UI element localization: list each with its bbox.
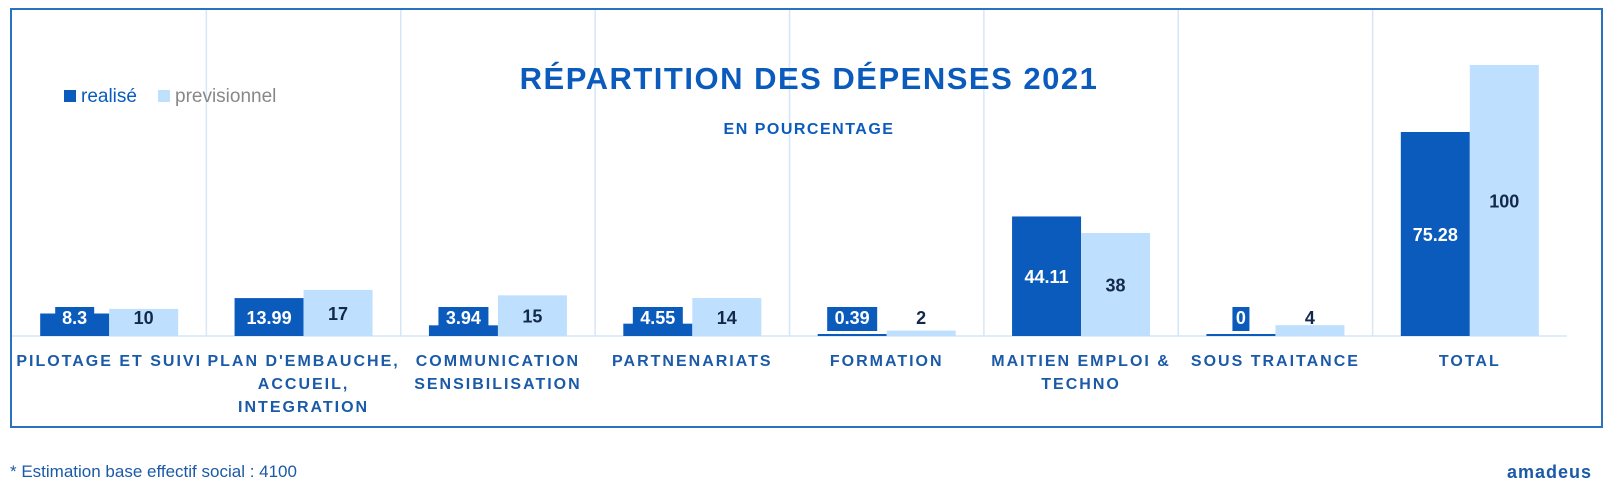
bar-realise bbox=[817, 334, 887, 336]
category-label: SENSIBILISATION bbox=[414, 376, 582, 393]
data-label-background bbox=[438, 307, 489, 331]
data-label: 2 bbox=[916, 308, 926, 328]
category-label: PILOTAGE ET SUIVI bbox=[16, 353, 202, 370]
category-label: PLAN D'EMBAUCHE, bbox=[207, 353, 399, 370]
bar-realise bbox=[1206, 334, 1276, 336]
bar-realise bbox=[1012, 216, 1082, 336]
data-label: 4.55 bbox=[640, 308, 675, 328]
category-label: SOUS TRAITANCE bbox=[1191, 353, 1360, 370]
legend-swatch-1 bbox=[64, 90, 76, 102]
legend-label-2: previsionnel bbox=[175, 86, 276, 107]
chart-subtitle: EN POURCENTAGE bbox=[724, 121, 895, 138]
bar-realise bbox=[1400, 131, 1470, 336]
data-label: 38 bbox=[1106, 276, 1126, 296]
bar-previsionnel bbox=[303, 289, 373, 336]
data-label-background bbox=[1232, 307, 1250, 331]
bar-chart: RÉPARTITION DES DÉPENSES 2021 EN POURCENT… bbox=[12, 10, 1567, 416]
category-label: TOTAL bbox=[1439, 353, 1501, 370]
data-label: 100 bbox=[1489, 192, 1519, 212]
bar-previsionnel bbox=[1081, 233, 1151, 336]
category-label: COMMUNICATION bbox=[416, 353, 580, 370]
chart-title: RÉPARTITION DES DÉPENSES 2021 bbox=[520, 61, 1099, 96]
category-label: MAITIEN EMPLOI & bbox=[991, 353, 1171, 370]
legend-label-1: realisé bbox=[81, 86, 137, 107]
data-label-background bbox=[238, 307, 300, 331]
category-label: TECHNO bbox=[1041, 376, 1121, 393]
category-label: ACCUEIL, bbox=[258, 376, 350, 393]
bar-previsionnel bbox=[1275, 325, 1345, 336]
data-label: 17 bbox=[328, 304, 348, 324]
brand-logo: amadeus bbox=[1506, 462, 1592, 482]
data-label: 10 bbox=[134, 308, 154, 328]
data-label-background bbox=[827, 307, 878, 331]
data-label: 0.39 bbox=[835, 308, 870, 328]
bar-previsionnel bbox=[692, 298, 762, 336]
bar-previsionnel bbox=[497, 295, 567, 336]
chart-frame: RÉPARTITION DES DÉPENSES 2021 EN POURCENT… bbox=[10, 8, 1603, 428]
data-label: 4 bbox=[1305, 308, 1315, 328]
category-label: PARTNENARIATS bbox=[612, 353, 773, 370]
category-label: INTEGRATION bbox=[238, 399, 369, 416]
data-label-background bbox=[55, 307, 95, 331]
data-label: 75.28 bbox=[1413, 225, 1458, 245]
data-label: 0 bbox=[1236, 308, 1246, 328]
data-label: 8.3 bbox=[62, 308, 87, 328]
bar-previsionnel bbox=[886, 330, 956, 336]
bar-previsionnel bbox=[109, 308, 179, 336]
footnote: * Estimation base effectif social : 4100 bbox=[10, 462, 297, 481]
category-label: FORMATION bbox=[830, 353, 944, 370]
data-label: 13.99 bbox=[247, 308, 292, 328]
data-label-background bbox=[632, 307, 683, 331]
data-label: 44.11 bbox=[1025, 267, 1069, 287]
bar-previsionnel bbox=[1469, 65, 1539, 336]
data-label: 14 bbox=[717, 308, 737, 328]
data-label: 15 bbox=[522, 307, 542, 327]
data-label: 3.94 bbox=[446, 308, 481, 328]
legend-swatch-2 bbox=[158, 90, 170, 102]
